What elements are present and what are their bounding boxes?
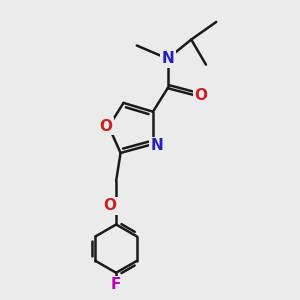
Text: O: O xyxy=(194,88,207,103)
Text: N: N xyxy=(161,51,174,66)
Text: O: O xyxy=(99,119,112,134)
Text: N: N xyxy=(151,138,164,153)
Text: F: F xyxy=(111,277,121,292)
Text: O: O xyxy=(104,198,117,213)
